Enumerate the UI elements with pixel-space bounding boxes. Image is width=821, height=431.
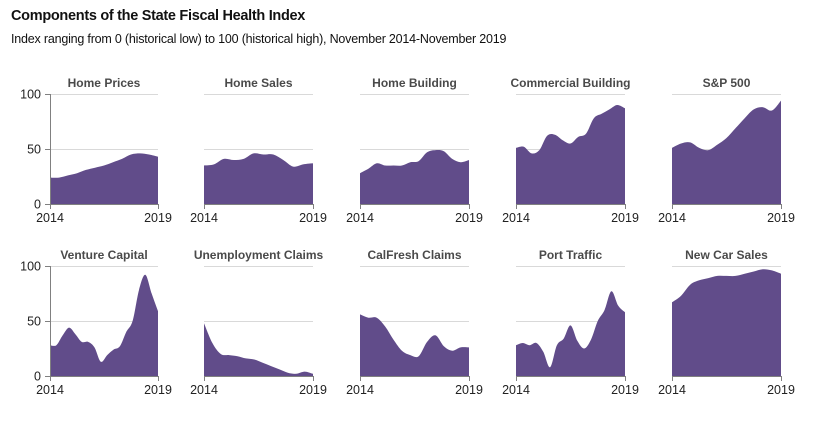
- x-tick-label: 2014: [658, 211, 686, 225]
- panel-title: Unemployment Claims: [194, 248, 324, 262]
- panel-commercial-building: Commercial Building 2014 2019: [502, 76, 639, 225]
- panel-title: Home Sales: [224, 76, 292, 90]
- area-series-commercial-building: [516, 104, 625, 204]
- area-series-new-car-sales: [672, 269, 781, 376]
- area-series-calfresh-claims: [360, 314, 469, 376]
- chart-title: Components of the State Fiscal Health In…: [11, 8, 306, 24]
- x-tick-label: 2014: [190, 383, 218, 397]
- area-series-port-traffic: [516, 291, 625, 376]
- panel-title: Port Traffic: [539, 248, 603, 262]
- panel-title: Venture Capital: [60, 248, 147, 262]
- x-tick-label: 2014: [36, 383, 64, 397]
- x-tick-label: 2019: [611, 211, 639, 225]
- x-tick-label: 2014: [36, 211, 64, 225]
- x-tick-label: 2014: [346, 211, 374, 225]
- panel-new-car-sales: New Car Sales 2014 2019: [658, 248, 795, 397]
- y-tick-label: 100: [20, 88, 41, 102]
- area-series-venture-capital: [50, 274, 158, 376]
- area-series-unemployment-claims: [204, 323, 313, 376]
- x-tick-label: 2019: [611, 383, 639, 397]
- panel-title: CalFresh Claims: [367, 248, 461, 262]
- y-tick-label: 100: [20, 260, 41, 274]
- x-tick-label: 2019: [455, 383, 483, 397]
- panel-title: Commercial Building: [510, 76, 630, 90]
- x-tick-label: 2019: [299, 383, 327, 397]
- x-tick-label: 2019: [299, 211, 327, 225]
- panel-venture-capital: Venture Capital 2014 2019 0 50 100: [20, 248, 172, 397]
- chart-subtitle: Index ranging from 0 (historical low) to…: [11, 32, 507, 46]
- panel-s-p-500: S&P 500 2014 2019: [658, 76, 795, 225]
- x-tick-label: 2019: [767, 211, 795, 225]
- panel-title: S&P 500: [703, 76, 751, 90]
- x-tick-label: 2014: [502, 383, 530, 397]
- panel-home-sales: Home Sales 2014 2019: [190, 76, 327, 225]
- panel-calfresh-claims: CalFresh Claims 2014 2019: [346, 248, 483, 397]
- area-series-home-sales: [204, 153, 313, 204]
- panel-home-prices: Home Prices 2014 2019 0 50 100: [20, 76, 172, 225]
- y-tick-label: 50: [27, 315, 41, 329]
- panel-home-building: Home Building 2014 2019: [346, 76, 483, 225]
- x-tick-label: 2014: [502, 211, 530, 225]
- panel-title: Home Building: [372, 76, 457, 90]
- area-series-home-prices: [50, 153, 158, 204]
- area-series-s-p-500: [672, 100, 781, 204]
- area-series-home-building: [360, 149, 469, 204]
- x-tick-label: 2019: [144, 211, 172, 225]
- panel-title: New Car Sales: [685, 248, 768, 262]
- y-tick-label: 0: [34, 370, 41, 384]
- x-tick-label: 2014: [346, 383, 374, 397]
- x-tick-label: 2014: [658, 383, 686, 397]
- panel-port-traffic: Port Traffic 2014 2019: [502, 248, 639, 397]
- x-tick-label: 2019: [767, 383, 795, 397]
- x-tick-label: 2019: [455, 211, 483, 225]
- panel-unemployment-claims: Unemployment Claims 2014 2019: [190, 248, 327, 397]
- x-tick-label: 2014: [190, 211, 218, 225]
- x-tick-label: 2019: [144, 383, 172, 397]
- y-tick-label: 50: [27, 143, 41, 157]
- panel-title: Home Prices: [68, 76, 141, 90]
- y-tick-label: 0: [34, 198, 41, 212]
